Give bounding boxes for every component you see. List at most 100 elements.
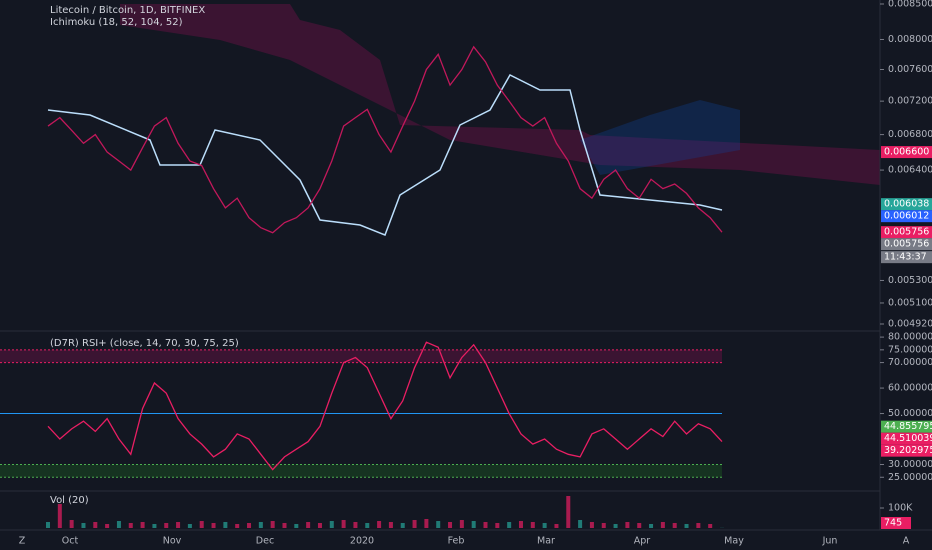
volume-bar xyxy=(365,523,370,528)
price-badge xyxy=(881,432,932,445)
volume-bar xyxy=(684,524,689,528)
volume-bar xyxy=(459,520,464,528)
volume-bar xyxy=(46,522,50,528)
price-badge xyxy=(881,238,932,251)
price-badge xyxy=(881,420,932,433)
kijun-line xyxy=(47,74,723,236)
volume-bar xyxy=(589,522,594,528)
badge-label: 0.006600 xyxy=(884,147,929,158)
volume-bar xyxy=(625,522,630,528)
volume-bar xyxy=(578,520,583,528)
price-badge xyxy=(881,210,932,223)
volume-bar xyxy=(400,523,405,528)
y-tick-label: 0.008500 xyxy=(888,0,932,10)
volume-bar xyxy=(223,522,228,528)
volume-bar xyxy=(448,522,453,528)
price-badge xyxy=(881,146,932,159)
volume-bar xyxy=(696,523,701,528)
volume-bar xyxy=(672,523,677,528)
oversold-zone xyxy=(0,464,722,478)
volume-bar xyxy=(424,519,429,528)
volume-bar xyxy=(660,522,665,528)
volume-bar xyxy=(199,521,204,528)
cloud-bear xyxy=(120,4,880,185)
volume-bar xyxy=(708,524,713,528)
volume-bar xyxy=(128,523,133,528)
y-tick-label: 25.000000 xyxy=(888,472,932,483)
volume-bar xyxy=(69,520,74,528)
y-tick-label: 30.000000 xyxy=(888,459,932,470)
badge-label: 745 xyxy=(884,518,902,529)
countdown: 11:43:37 xyxy=(884,252,927,263)
volume-bar xyxy=(518,521,523,528)
volume-bar xyxy=(341,520,346,528)
overbought-zone xyxy=(0,349,722,363)
auto-scale-button[interactable]: A xyxy=(903,536,910,547)
volume-title: Vol (20) xyxy=(50,495,89,506)
volume-bar xyxy=(306,522,311,528)
y-tick-label: 0.004920 xyxy=(888,319,932,330)
x-tick-label: Dec xyxy=(256,536,274,547)
volume-bar xyxy=(116,521,121,528)
volume-bar xyxy=(637,523,642,528)
x-tick-label: Nov xyxy=(163,536,182,547)
x-tick-label: Apr xyxy=(634,536,651,547)
x-tick-label: Mar xyxy=(537,536,555,547)
zoom-button[interactable]: Z xyxy=(19,536,26,547)
volume-bar xyxy=(105,524,110,528)
volume-bar xyxy=(270,521,275,528)
volume-bar xyxy=(329,521,334,528)
volume-bar xyxy=(57,504,62,528)
badge-label: 0.005756 xyxy=(884,239,929,250)
badge-label: 0.006012 xyxy=(884,211,929,222)
price-badge xyxy=(881,444,932,457)
badge-label: 44.855795 xyxy=(884,421,932,432)
volume-bar xyxy=(601,523,606,528)
volume-bar xyxy=(388,522,393,528)
volume-bar xyxy=(164,523,169,528)
badge-label: 44.510039 xyxy=(884,433,932,444)
volume-bar xyxy=(412,520,417,528)
x-tick-label: Feb xyxy=(448,536,465,547)
volume-bar xyxy=(353,522,358,528)
x-tick-label: May xyxy=(724,536,744,547)
volume-bar xyxy=(294,524,299,528)
volume-bar xyxy=(649,524,654,528)
chart-title: Litecoin / Bitcoin, 1D, BITFINEX xyxy=(50,5,205,16)
volume-bar xyxy=(495,523,500,528)
rsi-line xyxy=(47,341,723,471)
y-tick-label: 0.006400 xyxy=(888,165,932,176)
y-tick-label: 0.005300 xyxy=(888,275,932,286)
volume-bar xyxy=(566,496,571,528)
volume-bar xyxy=(282,523,287,528)
volume-bar xyxy=(187,524,192,528)
volume-bar xyxy=(211,523,216,528)
y-tick-label: 80.000000 xyxy=(888,332,932,343)
volume-bar xyxy=(152,524,157,528)
x-tick-label: Jun xyxy=(822,536,838,547)
indicator-label: Ichimoku (18, 52, 104, 52) xyxy=(50,17,183,28)
badge-label: 0.006038 xyxy=(884,199,929,210)
volume-bar xyxy=(542,523,547,528)
y-tick-label: 50.000000 xyxy=(888,408,932,419)
volume-bar xyxy=(81,523,86,528)
volume-bar xyxy=(247,523,252,528)
volume-bar xyxy=(613,524,618,528)
y-tick-label: 60.000000 xyxy=(888,383,932,394)
volume-bar xyxy=(554,524,559,528)
y-tick-label: 0.008000 xyxy=(888,34,932,45)
rsi-title: (D7R) RSI+ (close, 14, 70, 30, 75, 25) xyxy=(50,338,239,349)
volume-bar xyxy=(436,521,441,528)
badge-label: 39.202975 xyxy=(884,445,932,456)
y-tick-label: 0.007200 xyxy=(888,96,932,107)
volume-bar xyxy=(176,522,181,528)
volume-bar xyxy=(140,522,145,528)
y-tick-label: 75.000000 xyxy=(888,344,932,355)
price-badge xyxy=(881,226,932,239)
volume-bar xyxy=(317,523,322,528)
volume-bar xyxy=(235,524,240,528)
volume-bar xyxy=(258,522,263,528)
cloud-bull xyxy=(580,100,740,175)
